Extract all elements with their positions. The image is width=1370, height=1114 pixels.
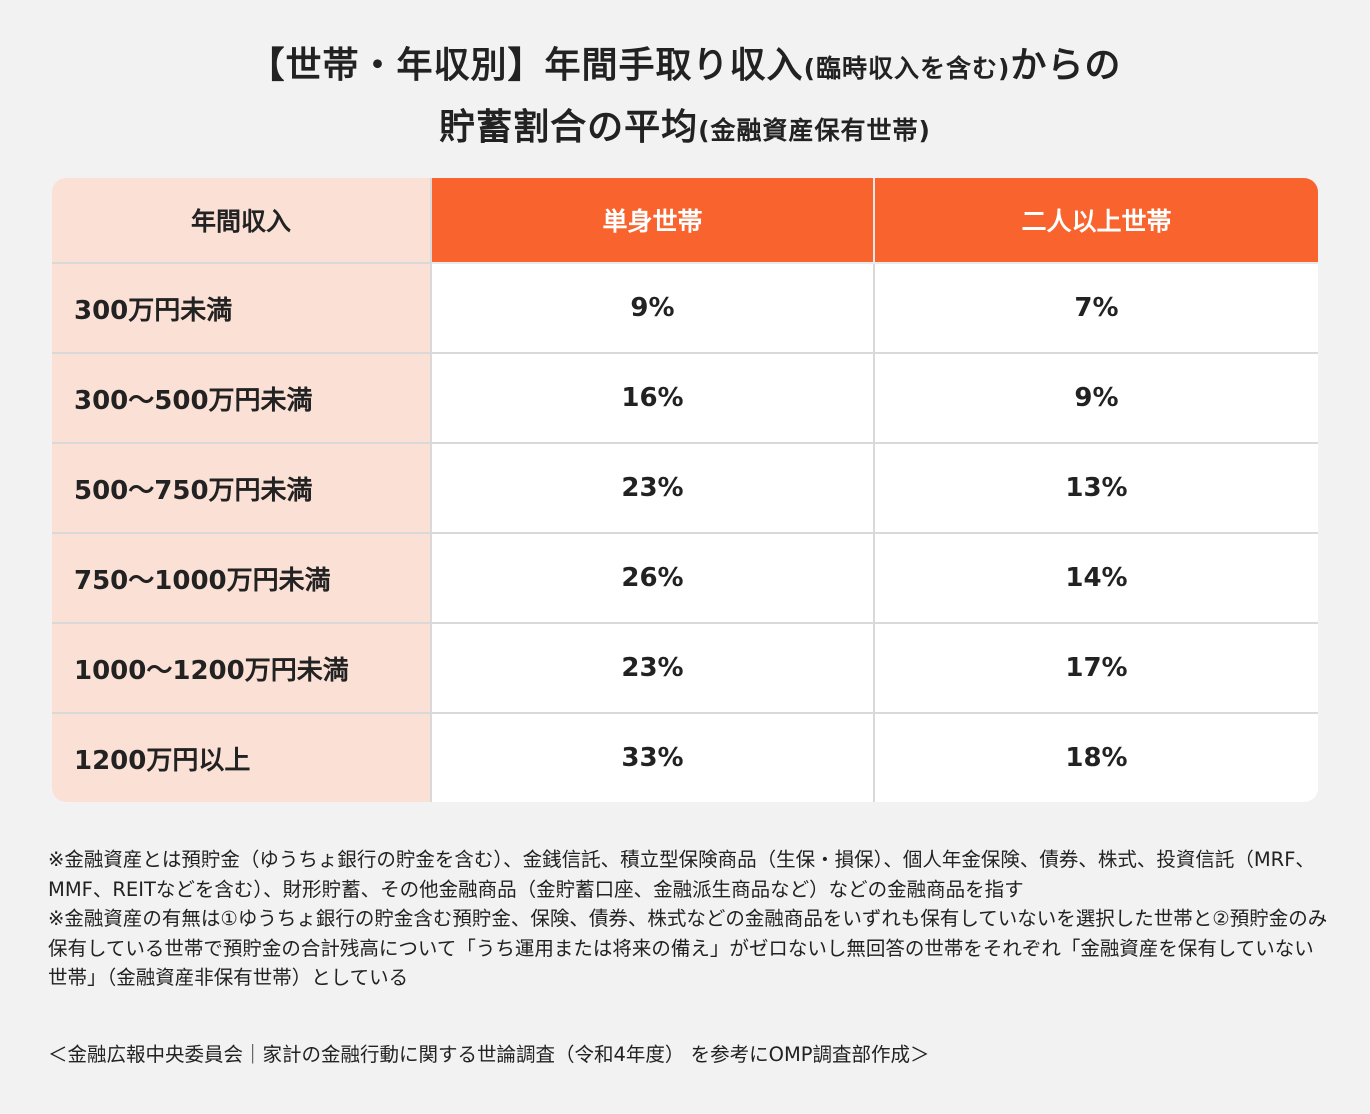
title-line1-end: からの (1010, 45, 1122, 86)
table: 年間収入 単身世帯 二人以上世帯 300万円未満 9% 7% 300〜500万円… (52, 178, 1318, 802)
title-line2-main: 貯蓄割合の平均 (439, 107, 699, 148)
title-line1-main: 【世帯・年収別】年間手取り収入 (248, 45, 804, 86)
income-label: 750〜1000万円未満 (52, 532, 432, 624)
multi-value: 7% (873, 262, 1318, 354)
table-row: 750〜1000万円未満 26% 14% (52, 532, 1318, 624)
income-label: 500〜750万円未満 (52, 442, 432, 534)
single-value: 9% (430, 262, 875, 354)
multi-value: 14% (873, 532, 1318, 624)
header-single-household: 単身世帯 (430, 178, 875, 264)
single-value: 33% (430, 712, 875, 802)
income-label: 1200万円以上 (52, 712, 432, 802)
table-row: 1000〜1200万円未満 23% 17% (52, 622, 1318, 714)
table-row: 300万円未満 9% 7% (52, 262, 1318, 354)
header-annual-income: 年間収入 (52, 178, 432, 264)
savings-ratio-table: 年間収入 単身世帯 二人以上世帯 300万円未満 9% 7% 300〜500万円… (52, 178, 1318, 802)
income-label: 1000〜1200万円未満 (52, 622, 432, 714)
multi-value: 9% (873, 352, 1318, 444)
title-line2-paren: (金融資産保有世帯) (698, 116, 931, 145)
table-row: 500〜750万円未満 23% 13% (52, 442, 1318, 534)
footnote: ※金融資産とは預貯金（ゆうちょ銀行の貯金を含む）、金銭信託、積立型保険商品（生保… (48, 848, 1315, 901)
single-value: 16% (430, 352, 875, 444)
multi-value: 13% (873, 442, 1318, 534)
table-row: 300〜500万円未満 16% 9% (52, 352, 1318, 444)
table-row: 1200万円以上 33% 18% (52, 712, 1318, 802)
page-title: 【世帯・年収別】年間手取り収入(臨時収入を含む)からの 貯蓄割合の平均(金融資産… (0, 38, 1370, 162)
income-label: 300〜500万円未満 (52, 352, 432, 444)
table-header-row: 年間収入 単身世帯 二人以上世帯 (52, 178, 1318, 264)
header-multi-household: 二人以上世帯 (873, 178, 1318, 264)
single-value: 23% (430, 622, 875, 714)
multi-value: 18% (873, 712, 1318, 802)
income-label: 300万円未満 (52, 262, 432, 354)
footnotes: ※金融資産とは預貯金（ゆうちょ銀行の貯金を含む）、金銭信託、積立型保険商品（生保… (48, 845, 1333, 993)
single-value: 26% (430, 532, 875, 624)
title-line-1: 【世帯・年収別】年間手取り収入(臨時収入を含む)からの (0, 38, 1370, 100)
title-line1-paren: (臨時収入を含む) (803, 54, 1011, 83)
multi-value: 17% (873, 622, 1318, 714)
source-credit: ＜金融広報中央委員会｜家計の金融行動に関する世論調査（令和4年度） を参考にOM… (48, 1043, 930, 1066)
footnote: ※金融資産の有無は①ゆうちょ銀行の貯金含む預貯金、保険、債券、株式などの金融商品… (48, 907, 1328, 989)
single-value: 23% (430, 442, 875, 534)
title-line-2: 貯蓄割合の平均(金融資産保有世帯) (0, 100, 1370, 162)
